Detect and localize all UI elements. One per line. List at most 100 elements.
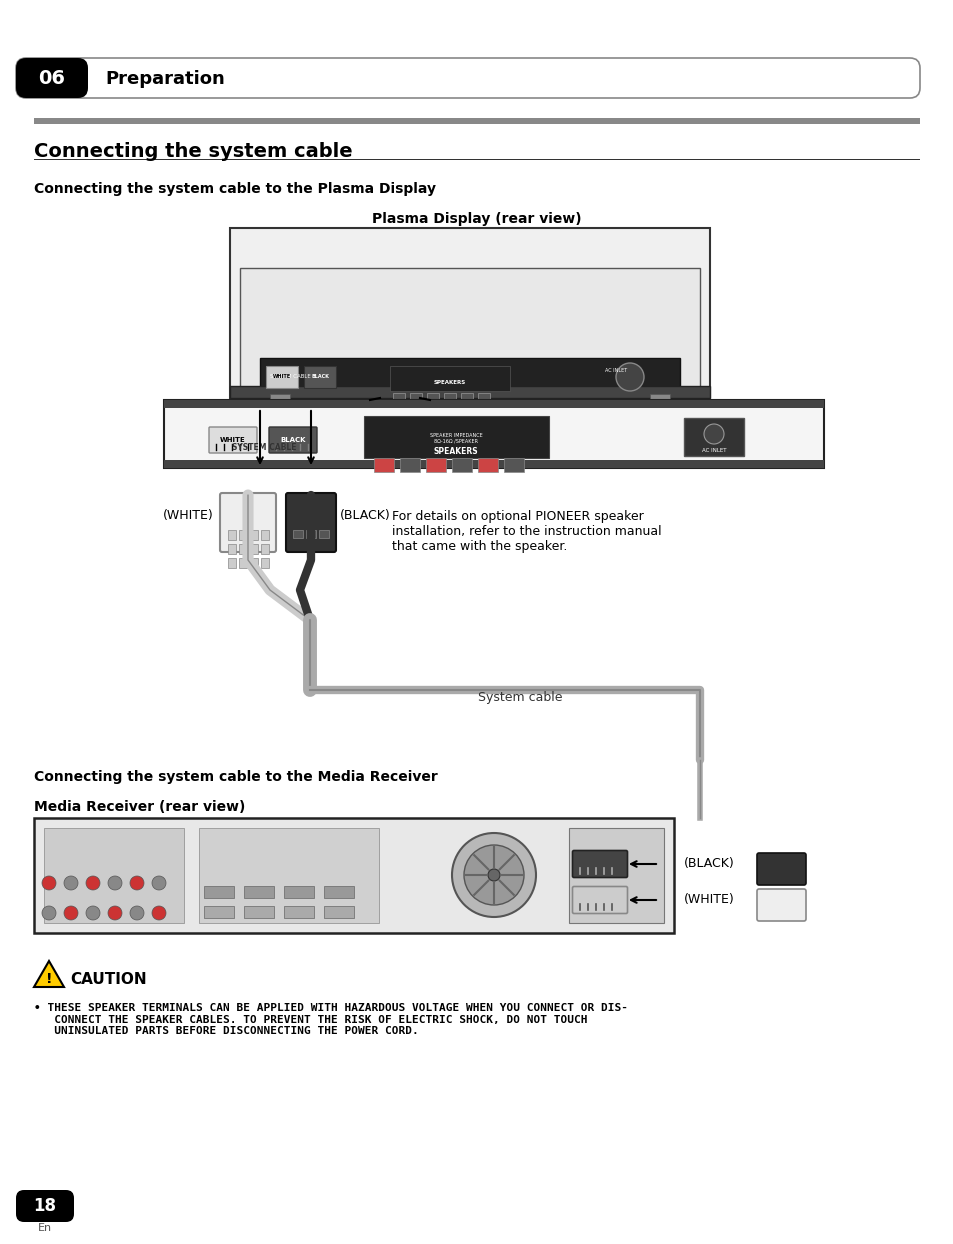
Text: Plasma Display (rear view): Plasma Display (rear view)	[372, 211, 581, 226]
Bar	[244, 886, 274, 898]
Bar	[261, 530, 269, 540]
Bar	[239, 544, 247, 554]
Bar	[399, 458, 419, 471]
FancyBboxPatch shape	[269, 427, 316, 453]
Bar	[318, 530, 329, 537]
Circle shape	[42, 906, 56, 921]
Text: (BLACK): (BLACK)	[339, 509, 391, 521]
Bar	[228, 530, 235, 540]
Text: WHITE: WHITE	[273, 374, 291, 379]
Text: 18: 18	[33, 1197, 56, 1215]
Bar	[427, 393, 438, 406]
Bar	[34, 158, 919, 160]
Bar	[244, 906, 274, 918]
Bar	[503, 458, 523, 471]
Text: BLACK: BLACK	[311, 374, 329, 379]
Bar	[306, 530, 315, 537]
Text: AC INLET: AC INLET	[604, 367, 626, 372]
Circle shape	[42, 876, 56, 889]
FancyBboxPatch shape	[757, 853, 805, 884]
Bar	[426, 458, 446, 471]
Circle shape	[703, 424, 723, 444]
Bar	[34, 819, 673, 933]
Bar	[230, 228, 709, 398]
Circle shape	[130, 906, 144, 921]
Bar	[164, 401, 823, 468]
Text: System cable: System cable	[477, 690, 561, 704]
Bar	[393, 393, 405, 406]
Text: (BLACK): (BLACK)	[683, 857, 734, 871]
Text: CAUTION: CAUTION	[70, 972, 147, 986]
FancyBboxPatch shape	[16, 58, 919, 98]
Circle shape	[86, 876, 100, 889]
Text: Preparation: Preparation	[105, 70, 225, 88]
Bar	[199, 829, 378, 923]
Bar	[250, 530, 257, 540]
FancyBboxPatch shape	[209, 427, 256, 453]
FancyBboxPatch shape	[572, 851, 627, 877]
Bar	[460, 393, 473, 406]
Bar	[452, 458, 472, 471]
Text: BLACK: BLACK	[280, 437, 305, 443]
Bar	[204, 906, 233, 918]
Bar	[270, 394, 290, 402]
Bar	[477, 393, 490, 406]
Bar	[250, 544, 257, 554]
Bar	[293, 530, 303, 537]
FancyBboxPatch shape	[286, 493, 335, 552]
Circle shape	[64, 876, 78, 889]
Text: • THESE SPEAKER TERMINALS CAN BE APPLIED WITH HAZARDOUS VOLTAGE WHEN YOU CONNECT: • THESE SPEAKER TERMINALS CAN BE APPLIED…	[34, 1003, 627, 1036]
Text: SPEAKERS: SPEAKERS	[434, 379, 466, 384]
Bar	[228, 559, 235, 569]
Circle shape	[108, 906, 122, 921]
Circle shape	[452, 833, 536, 917]
Text: SPEAKER IMPEDANCE
8Ω-16Ω /SPEAKER: SPEAKER IMPEDANCE 8Ω-16Ω /SPEAKER	[429, 433, 482, 443]
Bar	[250, 559, 257, 569]
Bar	[374, 458, 394, 471]
Bar	[230, 386, 709, 398]
Bar	[324, 886, 354, 898]
Bar	[228, 544, 235, 554]
Bar	[284, 906, 314, 918]
Circle shape	[130, 876, 144, 889]
Text: Connecting the system cable: Connecting the system cable	[34, 142, 353, 160]
Bar	[390, 366, 510, 391]
Bar	[284, 886, 314, 898]
Text: !: !	[46, 972, 52, 986]
Bar	[34, 118, 919, 124]
Text: Media Receiver (rear view): Media Receiver (rear view)	[34, 800, 245, 814]
Circle shape	[86, 906, 100, 921]
Bar	[324, 906, 354, 918]
Bar	[364, 415, 548, 458]
Polygon shape	[34, 962, 64, 986]
Bar	[239, 559, 247, 569]
FancyBboxPatch shape	[16, 58, 88, 98]
Circle shape	[488, 870, 499, 881]
Bar	[477, 458, 497, 471]
Bar	[266, 366, 297, 388]
Text: Connecting the system cable to the Media Receiver: Connecting the system cable to the Media…	[34, 770, 437, 784]
Circle shape	[152, 876, 166, 889]
Bar	[44, 829, 184, 923]
Bar	[649, 394, 669, 402]
Bar	[240, 267, 700, 388]
Text: 06: 06	[38, 70, 66, 88]
Bar	[261, 559, 269, 569]
FancyBboxPatch shape	[757, 889, 805, 921]
Circle shape	[463, 845, 523, 904]
Text: SYSTEM CABLE: SYSTEM CABLE	[232, 444, 296, 453]
FancyBboxPatch shape	[16, 1191, 74, 1222]
Bar	[204, 886, 233, 898]
Circle shape	[108, 876, 122, 889]
Circle shape	[64, 906, 78, 921]
Bar	[443, 393, 456, 406]
Text: (WHITE): (WHITE)	[683, 893, 734, 907]
Bar	[261, 544, 269, 554]
Circle shape	[616, 363, 643, 391]
Text: AC INLET: AC INLET	[701, 448, 725, 453]
FancyBboxPatch shape	[572, 887, 627, 913]
Bar	[164, 460, 823, 468]
Text: WHITE: WHITE	[220, 437, 246, 443]
Bar	[239, 530, 247, 540]
Bar	[568, 829, 663, 923]
